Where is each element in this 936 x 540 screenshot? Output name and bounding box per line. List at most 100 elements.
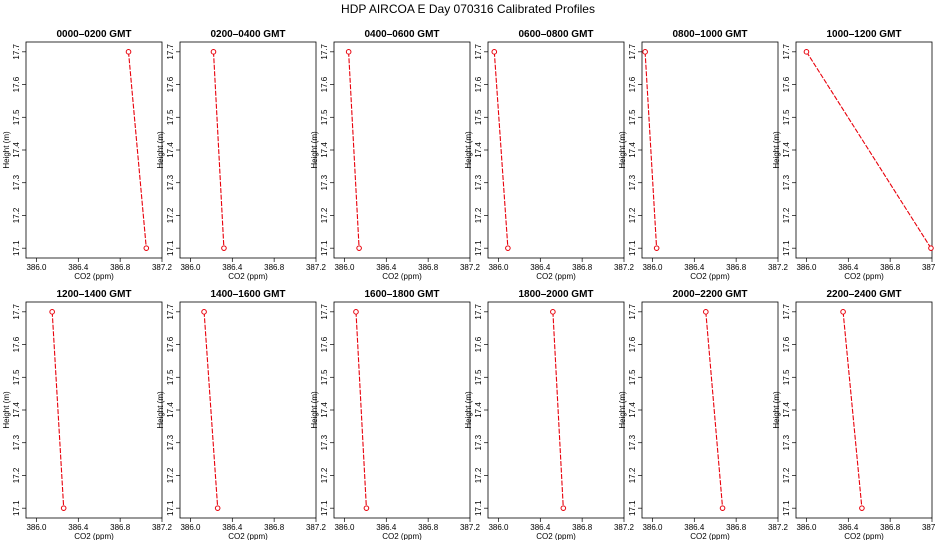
y-tick-label: 17.1: [628, 500, 637, 516]
x-tick-label: 386.0: [180, 263, 201, 272]
y-tick-label: 17.3: [474, 174, 483, 190]
y-tick-label: 17.6: [320, 76, 329, 92]
x-tick-label: 386.8: [110, 523, 131, 532]
data-point: [143, 245, 150, 251]
profile-line: [552, 311, 564, 509]
x-tick-label: 387.2: [768, 263, 789, 272]
y-tick-label: 17.2: [12, 207, 21, 223]
plot-frame: [25, 301, 163, 519]
x-tick-label: 386.0: [488, 263, 509, 272]
y-axis-label: Height (m): [2, 391, 11, 429]
y-tick-label: 17.3: [320, 434, 329, 450]
profile-line: [806, 51, 932, 249]
y-tick-label: 17.1: [12, 500, 21, 516]
y-axis-label: Height (m): [464, 131, 473, 169]
panel-title: 1000–1200 GMT: [826, 29, 901, 40]
y-tick-label: 17.1: [166, 500, 175, 516]
data-point: [201, 309, 207, 315]
y-tick-label: 17.4: [474, 402, 483, 418]
y-tick-label: 17.3: [628, 174, 637, 190]
y-tick-label: 17.5: [782, 109, 791, 125]
y-tick-label: 17.1: [782, 500, 791, 516]
panel-8: 1600–1800 GMT 386.0 386.4 386.8 387.2 17.1 17.…: [310, 289, 481, 540]
x-tick-label: 386.4: [376, 263, 397, 272]
y-tick-label: 17.2: [782, 207, 791, 223]
y-tick-label: 17.3: [782, 434, 791, 450]
x-axis-label: CO2 (ppm): [690, 532, 730, 540]
x-axis-label: CO2 (ppm): [690, 272, 730, 281]
data-point: [221, 245, 227, 251]
y-tick-label: 17.3: [166, 174, 175, 190]
panel-0: 0000–0200 GMT 386.0 386.4 386.8 387.2 17.1 17.…: [2, 29, 173, 281]
y-tick-label: 17.7: [12, 43, 21, 59]
x-tick-label: 387.2: [614, 263, 635, 272]
y-axis-label: Height (m): [464, 391, 473, 429]
y-tick-label: 17.3: [474, 434, 483, 450]
y-tick-label: 17.4: [782, 142, 791, 158]
data-point: [550, 309, 556, 315]
x-tick-label: 386.4: [68, 263, 89, 272]
y-tick-label: 17.1: [12, 240, 21, 256]
y-tick-label: 17.4: [320, 402, 329, 418]
y-axis-label: Height (m): [310, 131, 319, 169]
y-axis-label: Height (m): [772, 131, 781, 169]
x-tick-label: 387.2: [922, 523, 936, 532]
profile-line: [493, 51, 509, 249]
y-axis-label: Height (m): [310, 391, 319, 429]
x-tick-label: 387.2: [152, 263, 173, 272]
y-tick-label: 17.4: [628, 402, 637, 418]
plot-frame: [641, 301, 779, 519]
x-tick-label: 386.8: [726, 263, 747, 272]
profile-line: [842, 311, 863, 509]
y-tick-label: 17.7: [474, 43, 483, 59]
x-axis-label: CO2 (ppm): [74, 272, 114, 281]
profile-line: [203, 311, 219, 509]
x-tick-label: 387.2: [460, 523, 481, 532]
x-tick-label: 386.0: [488, 523, 509, 532]
data-point: [491, 49, 498, 55]
y-tick-label: 17.3: [12, 174, 21, 190]
plot-frame: [333, 301, 471, 519]
profile-line: [705, 311, 724, 509]
y-tick-label: 17.4: [166, 142, 175, 158]
x-axis-label: CO2 (ppm): [536, 272, 576, 281]
panel-11: 2200–2400 GMT 386.0 386.4 386.8 387.2 17.1 17.…: [772, 289, 936, 540]
x-tick-label: 386.0: [796, 523, 817, 532]
x-tick-label: 386.8: [880, 263, 901, 272]
y-tick-label: 17.7: [12, 303, 21, 319]
y-tick-label: 17.6: [166, 76, 175, 92]
y-tick-label: 17.5: [320, 109, 329, 125]
x-tick-label: 386.8: [264, 523, 285, 532]
plot-frame: [795, 41, 933, 259]
x-tick-label: 386.0: [334, 523, 355, 532]
plot-frame: [795, 301, 933, 519]
x-axis-label: CO2 (ppm): [228, 532, 268, 540]
plot-frame: [487, 301, 625, 519]
data-point: [49, 309, 55, 315]
y-tick-label: 17.3: [166, 434, 175, 450]
x-tick-label: 386.0: [26, 263, 47, 272]
y-tick-label: 17.1: [320, 500, 329, 516]
y-tick-label: 17.5: [12, 109, 21, 125]
figure-title: HDP AIRCOA E Day 070316 Calibrated Profi…: [341, 2, 595, 16]
y-axis-label: Height (m): [156, 131, 165, 169]
panel-title: 2200–2400 GMT: [826, 289, 901, 300]
x-axis-label: CO2 (ppm): [74, 532, 114, 540]
y-axis-label: Height (m): [618, 391, 627, 429]
x-tick-label: 386.0: [334, 263, 355, 272]
y-tick-label: 17.7: [320, 303, 329, 319]
x-tick-label: 386.4: [376, 523, 397, 532]
y-tick-label: 17.3: [628, 434, 637, 450]
y-tick-label: 17.4: [12, 142, 21, 158]
profile-line: [348, 51, 360, 249]
y-tick-label: 17.7: [320, 43, 329, 59]
x-axis-label: CO2 (ppm): [382, 272, 422, 281]
x-tick-label: 387.2: [306, 263, 327, 272]
data-point: [840, 309, 846, 315]
y-tick-label: 17.1: [166, 240, 175, 256]
x-tick-label: 386.8: [880, 523, 901, 532]
panel-1: 0200–0400 GMT 386.0 386.4 386.8 387.2 17.1 17.…: [156, 29, 327, 281]
data-point: [719, 505, 726, 511]
y-tick-label: 17.2: [12, 467, 21, 483]
y-tick-label: 17.4: [12, 402, 21, 418]
